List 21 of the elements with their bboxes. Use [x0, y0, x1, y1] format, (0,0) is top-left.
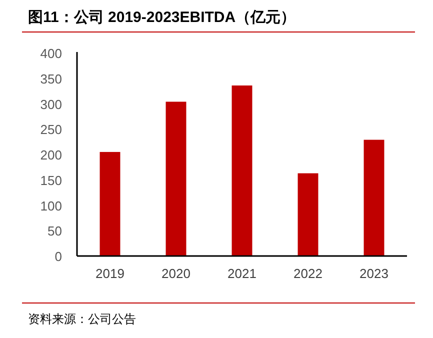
y-tick-label: 350: [40, 71, 62, 86]
chart-title: 图11：公司 2019-2023EBITDA（亿元）: [28, 9, 296, 26]
x-tick-label: 2019: [96, 266, 124, 281]
x-tick-label: 2022: [294, 266, 322, 281]
x-tick-label: 2020: [162, 266, 190, 281]
y-tick-label: 250: [40, 122, 62, 138]
bar: [364, 140, 384, 256]
bar: [232, 85, 252, 256]
y-tick-label: 50: [48, 224, 62, 239]
y-tick-label: 400: [40, 46, 62, 61]
y-tick-label: 200: [40, 148, 62, 162]
y-tick-label: 100: [40, 198, 62, 214]
y-tick-label: 0: [54, 249, 62, 264]
bar: [166, 102, 186, 256]
y-tick-label: 300: [40, 96, 62, 112]
x-tick-label: 2023: [360, 266, 388, 281]
text: 资料来源：公司公告: [28, 312, 136, 326]
bar: [100, 152, 120, 256]
y-tick-label: 150: [40, 172, 62, 188]
bar: [298, 173, 318, 256]
x-tick-label: 2021: [228, 266, 256, 281]
